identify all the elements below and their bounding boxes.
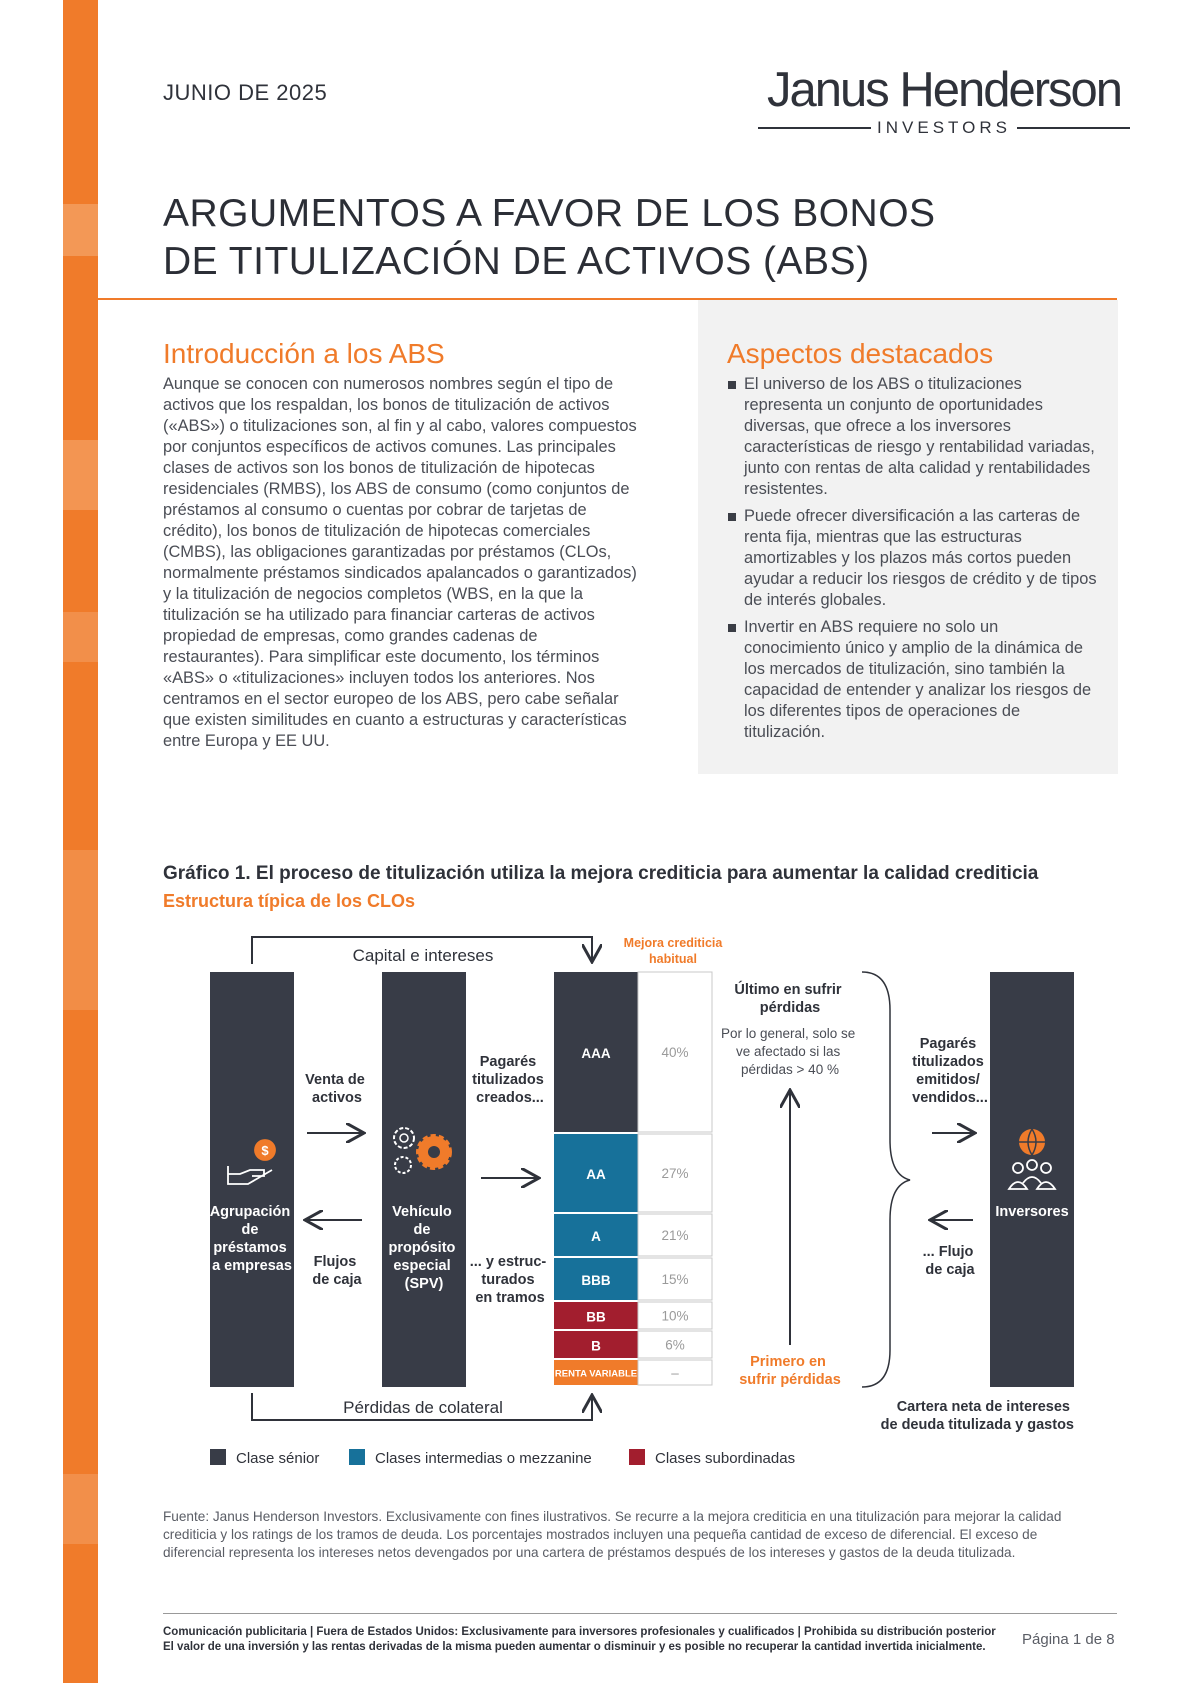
tranche-aaa xyxy=(554,972,638,1132)
highlight-item: El universo de los ABS o titulizaciones … xyxy=(727,374,1099,500)
loan-pool-bar xyxy=(210,972,294,1387)
page-title: ARGUMENTOS A FAVOR DE LOS BONOS DE TITUL… xyxy=(163,190,936,286)
figure-subtitle: Estructura típica de los CLOs xyxy=(163,891,416,911)
strip-band xyxy=(63,440,98,510)
enhancement-value: 27% xyxy=(661,1166,688,1181)
cartera-label: Cartera neta de intereses de deuda titul… xyxy=(881,1399,1074,1433)
tranche-bb xyxy=(554,1302,638,1329)
enhancement-cell xyxy=(637,1257,713,1301)
tranche-b xyxy=(554,1331,638,1358)
globe-people-icon xyxy=(1007,1128,1057,1190)
legend-mezz: Clases intermedias o mezzanine xyxy=(375,1450,592,1467)
flujo-label: ... Flujo de caja xyxy=(923,1244,978,1278)
flujos-label: Flujos de caja xyxy=(312,1254,362,1288)
title-divider xyxy=(98,298,1117,300)
svg-text:$: $ xyxy=(261,1143,269,1158)
legend-senior: Clase sénior xyxy=(236,1450,319,1467)
enhancement-cell xyxy=(637,971,713,1133)
footer-line-1: Comunicación publicitaria | Fuera de Est… xyxy=(163,1626,996,1638)
tranche-label: BBB xyxy=(581,1273,610,1288)
tranche-bbb xyxy=(554,1258,638,1300)
tranche-aa xyxy=(554,1134,638,1212)
report-date: JUNIO DE 2025 xyxy=(163,80,328,105)
investors-label: Inversores xyxy=(995,1204,1068,1220)
mejora-header-1: Mejora crediticia xyxy=(624,936,724,950)
legend-sub: Clases subordinadas xyxy=(655,1450,795,1467)
primero-label: Primero en sufrir pérdidas xyxy=(739,1354,841,1388)
company-logo: Janus Henderson INVESTORS xyxy=(758,64,1130,138)
emitidos-label: Pagarés titulizados emitidos/ vendidos..… xyxy=(912,1036,988,1106)
enhancement-cell xyxy=(637,1359,713,1386)
strip-band xyxy=(63,1474,98,1544)
highlight-item: Invertir en ABS requiere no solo un cono… xyxy=(727,617,1099,743)
enhancement-cell xyxy=(637,1330,713,1359)
investors-bar xyxy=(990,972,1074,1387)
enhancement-value: 10% xyxy=(661,1309,688,1324)
gears-icon xyxy=(393,1127,452,1174)
enhancement-cell xyxy=(637,1301,713,1330)
enhancement-value: 21% xyxy=(661,1228,688,1243)
strip-band xyxy=(63,850,98,1010)
enhancement-cell xyxy=(637,1213,713,1257)
highlights-list: El universo de los ABS o titulizaciones … xyxy=(727,374,1099,749)
enhancement-value: 40% xyxy=(661,1045,688,1060)
highlights-heading: Aspectos destacados xyxy=(727,338,994,369)
capital-flow-line xyxy=(251,936,592,964)
tranche-stack: AAA 40% AA 27% A 21% BBB 15% BB 10% B 6% RENTA VARIA… xyxy=(554,971,713,1386)
losses-flow-line xyxy=(251,1393,592,1421)
legend-swatch-sub xyxy=(629,1449,645,1465)
mejora-header-2: habitual xyxy=(649,952,697,966)
intro-heading: Introducción a los ABS xyxy=(163,338,445,369)
source-note: Fuente: Janus Henderson Investors. Exclu… xyxy=(163,1509,1062,1560)
logo-subtitle: INVESTORS xyxy=(758,118,1130,138)
title-line-1: ARGUMENTOS A FAVOR DE LOS BONOS xyxy=(163,192,936,235)
footer-divider xyxy=(163,1613,1117,1614)
enhancement-cell xyxy=(637,1133,713,1213)
intro-body: Aunque se conocen con numerosos nombres … xyxy=(163,375,637,750)
tramos-label: ... y estruc- turados en tramos xyxy=(470,1254,551,1306)
spv-label: Vehículo de propósito especial (SPV) xyxy=(389,1204,460,1292)
tranche-label: AAA xyxy=(581,1046,610,1061)
footer-disclaimer: Comunicación publicitaria | Fuera de Est… xyxy=(163,1625,1023,1655)
enhancement-value: 15% xyxy=(661,1272,688,1287)
losses-label: Pérdidas de colateral xyxy=(343,1398,503,1417)
venta-label: Venta de activos xyxy=(305,1072,369,1106)
footer-line-2: El valor de una inversión y las rentas d… xyxy=(163,1641,986,1653)
enhancement-value: – xyxy=(671,1366,679,1381)
tranche-label: BB xyxy=(586,1310,606,1325)
tranche-label: AA xyxy=(586,1167,606,1182)
page-number: Página 1 de 8 xyxy=(1022,1631,1115,1648)
strip-band xyxy=(63,612,98,662)
legend-swatch-mezz xyxy=(349,1449,365,1465)
tranche-renta-variable xyxy=(554,1360,638,1385)
accent-strip xyxy=(63,0,98,1683)
tranche-a xyxy=(554,1214,638,1256)
legend-swatch-senior xyxy=(210,1449,226,1465)
tranche-label: RENTA VARIABLE xyxy=(555,1369,637,1380)
tranche-label: B xyxy=(591,1339,601,1354)
pool-label: Agrupación de préstamos a empresas xyxy=(210,1204,295,1274)
strip-band xyxy=(63,204,98,256)
highlight-item: Puede ofrecer diversificación a las cart… xyxy=(727,506,1099,611)
capital-label: Capital e intereses xyxy=(353,946,494,965)
title-line-2: DE TITULIZACIÓN DE ACTIVOS (ABS) xyxy=(163,240,870,283)
tranche-label: A xyxy=(591,1229,601,1244)
investor-brace xyxy=(861,971,911,1388)
figure-title: Gráfico 1. El proceso de titulización ut… xyxy=(163,863,1039,884)
spv-bar xyxy=(382,972,466,1387)
logo-wordmark: Janus Henderson xyxy=(766,63,1123,117)
pagares-label: Pagarés titulizados creados... xyxy=(472,1054,548,1106)
ultimo-label: Último en sufrir pérdidas xyxy=(734,980,845,1016)
highlights-panel xyxy=(698,300,1118,774)
enhancement-value: 6% xyxy=(665,1338,685,1353)
hand-coin-icon: $ xyxy=(227,1139,276,1185)
ultimo-description: Por lo general, solo se ve afectado si l… xyxy=(721,1026,859,1077)
